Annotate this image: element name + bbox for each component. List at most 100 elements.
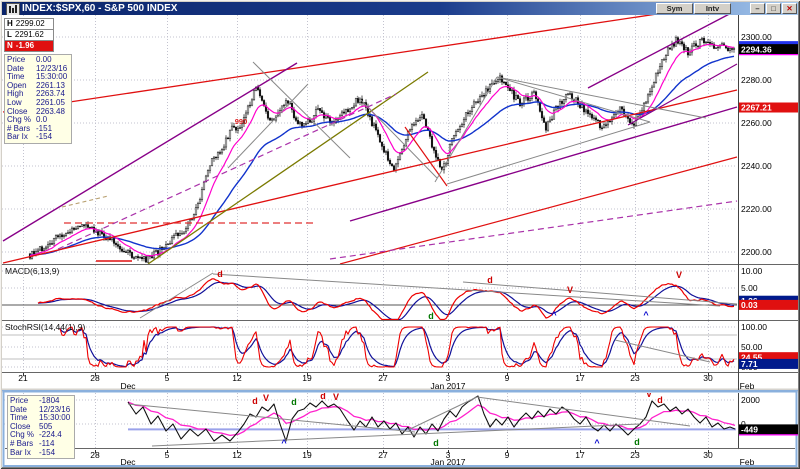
price-box [739,102,798,113]
stochrsi-pane-label: StochRSI(14,44(1),9) [5,322,86,332]
info-row: Time 15:30:00 [7,72,68,82]
axis-day-label: 19 [302,373,312,383]
close-button[interactable]: ✕ [782,3,797,14]
trendline [212,273,721,307]
scale-label: 50.00 [741,342,763,352]
price-box [739,424,798,435]
session-high-row: H 2299.02 [4,18,54,30]
trendline [227,83,309,169]
main-price-scale[interactable]: 2300.00 2280.00 2260.00 2240.00 2220.00 2200.… [739,32,798,257]
info-row: Close 505 [10,421,53,431]
trendline [446,121,651,185]
axis-day-label: 28 [90,373,100,383]
annotation-letter: d [320,391,326,401]
info-row: Time 15:30:00 [10,413,71,423]
price-box-value: 0.03 [741,300,758,310]
net-value: -1.96 [15,41,35,50]
annotation-letter: V [646,389,652,399]
axis-day-label: 9 [505,373,510,383]
title-bar[interactable]: INDEX:$SPX,60 - S&P 500 INDEX Sym Intv –… [2,2,798,16]
trendline [434,76,498,183]
ma-slow-line [29,55,735,256]
low-label: L [7,30,12,39]
minimize-button[interactable]: – [750,3,765,14]
axis-day-label: 28 [90,450,100,460]
annotation-letter: V [263,393,269,403]
axis-month-label: Dec [120,457,136,467]
axis-month-label: Jan 2017 [431,457,466,467]
info-row: # Bars -151 [7,123,53,133]
symbol-button[interactable]: Sym [656,3,693,14]
quote-hln-box: H 2299.02 L 2291.62 N -1.96 [4,18,54,52]
annotation-letter: d [291,397,297,407]
axis-day-label: 30 [703,450,713,460]
annotation-letter: d [217,269,223,279]
price-box-value: 7.71 [741,359,758,369]
cursor-info-box: Price 0.00 Date 12/23/16 Time 15:30:00 Open 226… [4,54,72,144]
net-change-row: N -1.96 [4,41,54,52]
trendline [57,93,397,250]
macd-pane-label: MACD(6,13,9) [5,266,60,276]
price-box [739,352,798,363]
trendline [2,62,298,242]
axis-day-label: 21 [18,373,28,383]
lower-scale[interactable]: 2000 0-449 [739,395,798,436]
axis-month-label: Feb [740,381,755,391]
scale-label: 2300.00 [741,32,772,42]
axis-day-label: 23 [630,450,640,460]
scale-label: 2260.00 [741,118,772,128]
axis-day-label: 5 [165,450,170,460]
maximize-button[interactable]: □ [766,3,781,14]
scale-label: 2220.00 [741,204,772,214]
price-box [739,358,798,369]
main-time-axis[interactable]: 21 28 5 12 19 27 3 9 17 23 30 Dec Jan 2017 Feb [18,373,755,391]
net-label: N [7,41,13,50]
trendline [356,95,438,179]
axis-day-label: 9 [505,450,510,460]
info-row: Price -1804 [10,396,60,405]
annotation-letter: 990 [235,117,248,126]
price-box [739,44,798,55]
trendline [587,15,729,89]
trendline [614,339,711,363]
trendline [339,156,738,264]
axis-day-label: 17 [575,373,585,383]
annotation-letter: V [567,285,573,295]
info-row: Chg % 0.0 [7,115,48,125]
trendline [496,76,651,123]
interval-button[interactable]: Intv [694,3,731,14]
scale-label: 10.00 [741,266,763,276]
axis-day-label: 27 [378,450,388,460]
price-box-value: 2267.21 [741,103,772,113]
trendline [139,272,214,319]
lower-indicator-line [127,395,736,442]
info-row: Close 2263.48 [7,106,65,116]
axis-month-label: Feb [740,457,755,467]
session-low-row: L 2291.62 [4,30,54,41]
candles-layer[interactable] [28,35,736,263]
annotation-letter: ^ [551,310,557,320]
axis-day-label: 5 [165,373,170,383]
axis-month-label: Jan 2017 [431,381,466,391]
main-pane-layer[interactable]: 990 [2,2,738,264]
axis-day-label: 27 [378,373,388,383]
macd-pane-layer[interactable]: d d d ^ V ^ V [2,265,738,321]
trendline [2,15,655,113]
trendline [2,89,738,264]
info-row: # Bars -114 [10,438,55,448]
annotation-letter: ^ [643,310,649,320]
scale-label: 100.00 [741,322,767,332]
info-row: Price 0.00 [7,55,52,64]
stoch-pane-layer[interactable] [2,321,737,372]
low-value: 2291.62 [14,30,44,39]
lower-ma-line [127,401,736,437]
macd-scale[interactable]: 10.005.001.260.03 [739,266,798,310]
trendline [349,106,738,222]
trendline [329,200,738,260]
scale-label: 2240.00 [741,161,772,171]
